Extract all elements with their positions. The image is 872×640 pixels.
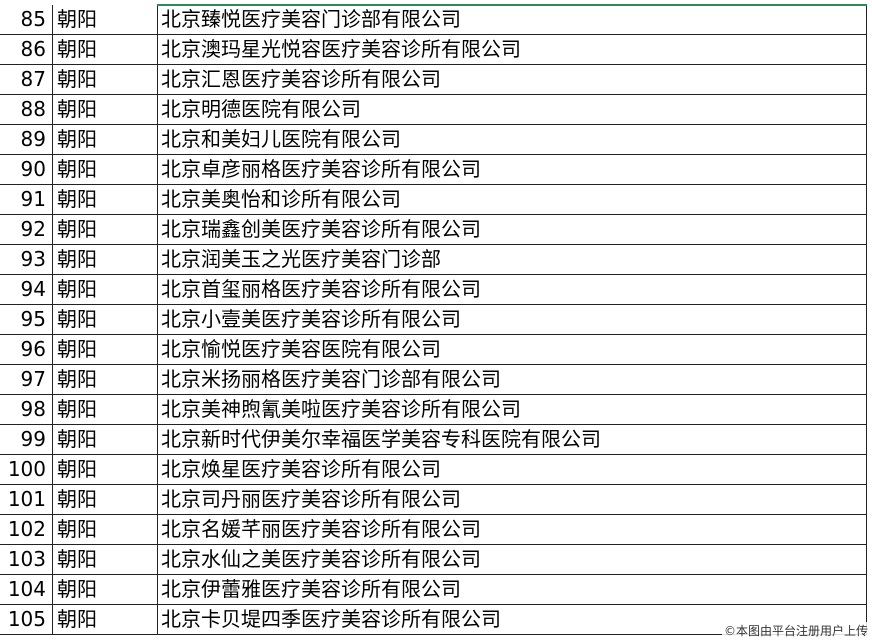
- company-cell: 北京伊蕾雅医疗美容诊所有限公司: [157, 575, 867, 605]
- row-number: 95: [0, 305, 53, 335]
- company-cell: 北京卡贝堤四季医疗美容诊所有限公司: [157, 605, 867, 635]
- row-number: 101: [0, 485, 53, 515]
- district-cell: 朝阳: [52, 65, 158, 95]
- district-cell: 朝阳: [52, 155, 158, 185]
- row-number: 92: [0, 215, 53, 245]
- company-cell: 北京水仙之美医疗美容诊所有限公司: [157, 545, 867, 575]
- selection-border: [157, 4, 867, 6]
- district-cell: 朝阳: [52, 245, 158, 275]
- district-cell: 朝阳: [52, 335, 158, 365]
- company-cell: 北京汇恩医疗美容诊所有限公司: [157, 65, 867, 95]
- district-cell: 朝阳: [52, 395, 158, 425]
- row-number: 97: [0, 365, 53, 395]
- district-cell: 朝阳: [52, 215, 158, 245]
- company-cell: 北京美神煦氰美啦医疗美容诊所有限公司: [157, 395, 867, 425]
- district-cell: 朝阳: [52, 275, 158, 305]
- row-number: 96: [0, 335, 53, 365]
- company-cell: 北京臻悦医疗美容门诊部有限公司: [157, 5, 867, 35]
- row-number: 102: [0, 515, 53, 545]
- row-number: 98: [0, 395, 53, 425]
- row-number: 88: [0, 95, 53, 125]
- district-cell: 朝阳: [52, 605, 158, 635]
- district-cell: 朝阳: [52, 545, 158, 575]
- row-number: 85: [0, 5, 53, 35]
- company-cell: 北京小壹美医疗美容诊所有限公司: [157, 305, 867, 335]
- company-cell: 北京明德医院有限公司: [157, 95, 867, 125]
- row-number: 90: [0, 155, 53, 185]
- district-cell: 朝阳: [52, 5, 158, 35]
- district-cell: 朝阳: [52, 125, 158, 155]
- company-cell: 北京润美玉之光医疗美容门诊部: [157, 245, 867, 275]
- row-number: 89: [0, 125, 53, 155]
- row-number: 86: [0, 35, 53, 65]
- row-number: 104: [0, 575, 53, 605]
- district-cell: 朝阳: [52, 515, 158, 545]
- district-cell: 朝阳: [52, 35, 158, 65]
- company-cell: 北京愉悦医疗美容医院有限公司: [157, 335, 867, 365]
- district-cell: 朝阳: [52, 485, 158, 515]
- company-cell: 北京司丹丽医疗美容诊所有限公司: [157, 485, 867, 515]
- district-cell: 朝阳: [52, 305, 158, 335]
- district-cell: 朝阳: [52, 365, 158, 395]
- district-cell: 朝阳: [52, 575, 158, 605]
- district-cell: 朝阳: [52, 425, 158, 455]
- company-cell: 北京卓彦丽格医疗美容诊所有限公司: [157, 155, 867, 185]
- company-cell: 北京瑞鑫创美医疗美容诊所有限公司: [157, 215, 867, 245]
- company-cell: 北京新时代伊美尔幸福医学美容专科医院有限公司: [157, 425, 867, 455]
- company-cell: 北京米扬丽格医疗美容门诊部有限公司: [157, 365, 867, 395]
- row-number: 87: [0, 65, 53, 95]
- company-cell: 北京焕星医疗美容诊所有限公司: [157, 455, 867, 485]
- company-cell: 北京美奥怡和诊所有限公司: [157, 185, 867, 215]
- row-number: 103: [0, 545, 53, 575]
- district-cell: 朝阳: [52, 455, 158, 485]
- company-cell: 北京和美妇儿医院有限公司: [157, 125, 867, 155]
- company-cell: 北京澳玛星光悦容医疗美容诊所有限公司: [157, 35, 867, 65]
- row-number: 91: [0, 185, 53, 215]
- row-number: 93: [0, 245, 53, 275]
- row-number: 99: [0, 425, 53, 455]
- company-cell: 北京名媛芊丽医疗美容诊所有限公司: [157, 515, 867, 545]
- watermark: ©本图由平台注册用户上传: [721, 622, 870, 639]
- row-number: 94: [0, 275, 53, 305]
- district-cell: 朝阳: [52, 185, 158, 215]
- row-number: 105: [0, 605, 53, 635]
- company-cell: 北京首玺丽格医疗美容诊所有限公司: [157, 275, 867, 305]
- row-number: 100: [0, 455, 53, 485]
- district-cell: 朝阳: [52, 95, 158, 125]
